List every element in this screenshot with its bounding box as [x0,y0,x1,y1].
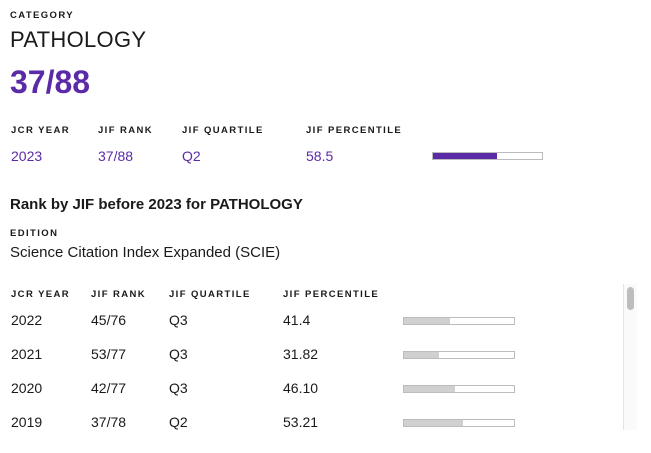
edition-label: EDITION [10,228,59,239]
header-jcr-year: JCR YEAR [11,125,71,136]
current-percentile-bar [432,152,543,160]
row-year: 2021 [11,346,43,362]
row-quartile: Q2 [169,414,188,430]
row-percentile: 31.82 [283,346,319,362]
history-header-jcr-year: JCR YEAR [11,289,71,300]
row-year: 2020 [11,380,43,396]
row-percentile-bar [403,419,515,427]
current-percentile: 58.5 [306,148,334,164]
row-quartile: Q3 [169,346,188,362]
history-header-jif-percentile: JIF PERCENTILE [283,289,380,300]
row-percentile-bar [403,351,515,359]
row-percentile-bar [403,385,515,393]
category-label: CATEGORY [10,10,74,21]
row-percentile-bar-fill [404,318,450,324]
row-rank: 42/77 [91,380,127,396]
current-percentile-bar-fill [433,153,497,159]
history-header-jif-quartile: JIF QUARTILE [169,289,251,300]
history-section-title: Rank by JIF before 2023 for PATHOLOGY [10,196,303,213]
history-table[interactable]: JCR YEAR JIF RANK JIF QUARTILE JIF PERCE… [0,280,622,430]
current-rank: 37/88 [98,148,134,164]
row-year: 2022 [11,312,43,328]
row-quartile: Q3 [169,312,188,328]
row-percentile: 53.21 [283,414,319,430]
history-header-jif-rank: JIF RANK [91,289,147,300]
history-scrollbar-thumb[interactable] [627,287,634,310]
row-percentile: 41.4 [283,312,311,328]
row-rank: 37/78 [91,414,127,430]
row-percentile-bar-fill [404,420,463,426]
history-scrollbar[interactable] [623,284,637,430]
row-quartile: Q3 [169,380,188,396]
row-percentile-bar [403,317,515,325]
header-jif-quartile: JIF QUARTILE [182,125,264,136]
current-year: 2023 [11,148,43,164]
current-quartile: Q2 [182,148,201,164]
row-year: 2019 [11,414,43,430]
category-name: PATHOLOGY [10,27,147,52]
edition-value: Science Citation Index Expanded (SCIE) [10,244,281,261]
row-percentile: 46.10 [283,380,319,396]
row-percentile-bar-fill [404,352,439,358]
row-rank: 53/77 [91,346,127,362]
row-percentile-bar-fill [404,386,455,392]
header-jif-rank: JIF RANK [98,125,154,136]
category-rank: 37/88 [10,64,91,100]
header-jif-percentile: JIF PERCENTILE [306,125,403,136]
row-rank: 45/76 [91,312,127,328]
